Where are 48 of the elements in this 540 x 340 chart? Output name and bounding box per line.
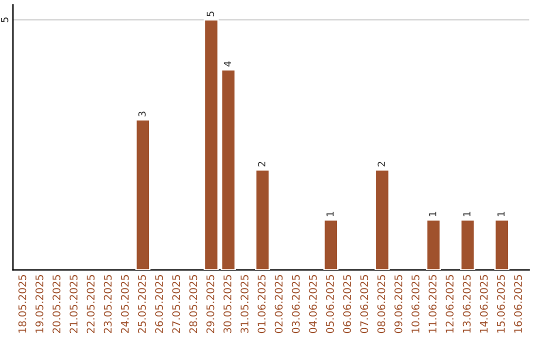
x-tick-label: 21.05.2025 bbox=[70, 275, 78, 334]
bar bbox=[460, 219, 476, 270]
x-tick-label: 26.05.2025 bbox=[155, 275, 163, 334]
x-tick-label: 13.06.2025 bbox=[462, 275, 471, 333]
data-label: 3 bbox=[138, 112, 146, 116]
x-tick-label: 23.05.2025 bbox=[104, 275, 112, 334]
x-tick-label: 09.06.2025 bbox=[394, 275, 402, 334]
x-tick-label: 22.05.2025 bbox=[86, 275, 95, 334]
bar bbox=[494, 219, 510, 270]
x-tick-label: 06.06.2025 bbox=[343, 275, 352, 334]
x-tick-label: 02.06.2025 bbox=[274, 275, 283, 334]
x-tick-label: 31.05.2025 bbox=[240, 275, 248, 333]
bar bbox=[135, 119, 150, 270]
x-tick-label: 01.06.2025 bbox=[258, 275, 266, 334]
bar bbox=[426, 219, 442, 270]
x-tick-label: 15.06.2025 bbox=[496, 275, 505, 333]
data-label: 4 bbox=[224, 61, 232, 67]
data-label: 1 bbox=[326, 212, 334, 216]
x-tick-label: 04.06.2025 bbox=[308, 275, 317, 334]
x-tick-label: 12.06.2025 bbox=[446, 275, 454, 333]
x-tick-label: 16.06.2025 bbox=[514, 275, 522, 333]
data-label: 2 bbox=[258, 162, 266, 166]
x-tick-label: 24.05.2025 bbox=[120, 275, 129, 334]
bar bbox=[204, 19, 219, 270]
x-tick-label: 03.06.2025 bbox=[292, 275, 300, 334]
data-label: 1 bbox=[463, 212, 470, 216]
x-tick-label: 30.05.2025 bbox=[223, 275, 232, 333]
data-label: 1 bbox=[429, 212, 436, 216]
x-tick-label: 28.05.2025 bbox=[189, 275, 198, 334]
data-label: 5 bbox=[206, 12, 214, 16]
x-tick-label: 25.05.2025 bbox=[138, 275, 146, 334]
x-tick-label: 19.05.2025 bbox=[35, 275, 44, 333]
x-tick-label: 18.05.2025 bbox=[18, 275, 26, 333]
x-tick-label: 29.05.2025 bbox=[206, 275, 214, 334]
data-label: 1 bbox=[497, 212, 505, 216]
bar bbox=[220, 69, 236, 270]
x-tick-label: 05.06.2025 bbox=[326, 275, 334, 334]
x-tick-label: 14.06.2025 bbox=[480, 275, 488, 333]
bar bbox=[323, 219, 338, 270]
x-tick-label: 10.06.2025 bbox=[412, 275, 420, 333]
x-tick-label: 27.05.2025 bbox=[172, 275, 180, 334]
bar bbox=[374, 169, 390, 270]
x-tick-label: 11.06.2025 bbox=[428, 275, 436, 333]
bar bbox=[255, 169, 270, 270]
x-tick-label: 20.05.2025 bbox=[52, 275, 60, 334]
data-label: 2 bbox=[378, 162, 385, 166]
x-tick-label: 07.06.2025 bbox=[360, 275, 368, 334]
x-tick-label: 08.06.2025 bbox=[377, 275, 386, 334]
